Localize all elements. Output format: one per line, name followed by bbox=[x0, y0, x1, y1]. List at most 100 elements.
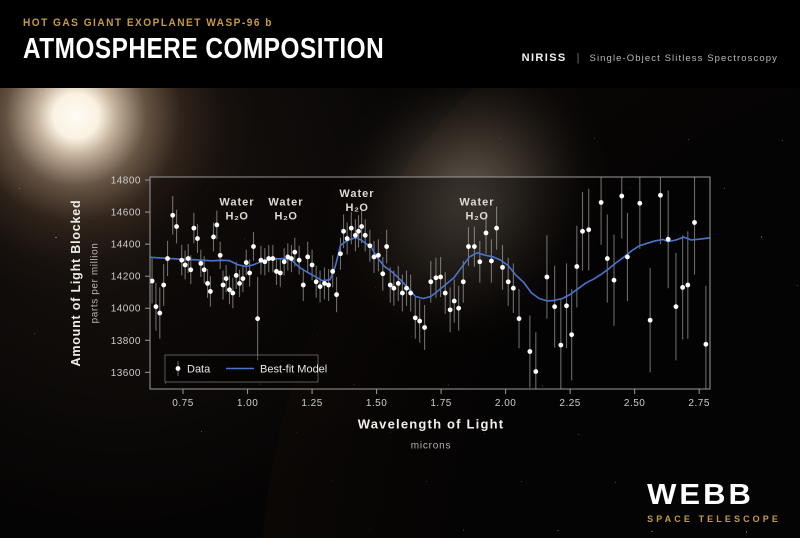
svg-text:2.25: 2.25 bbox=[559, 398, 580, 409]
data-point bbox=[201, 267, 207, 273]
star-speck bbox=[243, 238, 246, 240]
data-point bbox=[471, 244, 477, 249]
svg-text:14200: 14200 bbox=[111, 272, 141, 283]
data-point bbox=[150, 278, 155, 284]
spectrum-chart: 0.75 1.00 1.25 1.50 1.75 2.00 2.25 2.50 2.75 1480… bbox=[60, 170, 760, 410]
data-point bbox=[300, 282, 306, 288]
y-axis-units: parts per million bbox=[89, 242, 101, 324]
data-point bbox=[433, 275, 439, 281]
svg-text:1.00: 1.00 bbox=[237, 398, 258, 409]
data-point bbox=[344, 236, 350, 241]
star-speck bbox=[520, 481, 522, 483]
data-point bbox=[281, 259, 287, 265]
data-point bbox=[356, 228, 361, 234]
star-speck bbox=[614, 482, 616, 484]
data-point bbox=[179, 257, 185, 263]
data-point bbox=[266, 256, 272, 261]
data-point bbox=[586, 227, 592, 233]
data-point bbox=[338, 251, 343, 257]
data-point bbox=[442, 290, 448, 296]
data-point bbox=[673, 304, 679, 310]
data-point bbox=[217, 252, 223, 258]
divider: | bbox=[576, 52, 580, 64]
data-point bbox=[637, 200, 643, 206]
data-point bbox=[395, 281, 401, 286]
data-point bbox=[489, 258, 494, 264]
instrument-name: NIRISS bbox=[521, 52, 567, 64]
data-series bbox=[150, 177, 710, 389]
data-point bbox=[685, 282, 691, 288]
star-speck bbox=[709, 482, 711, 484]
data-point bbox=[380, 271, 386, 277]
svg-text:1.75: 1.75 bbox=[430, 398, 451, 409]
star-speck bbox=[760, 236, 763, 238]
page-title: ATMOSPHERE COMPOSITION bbox=[23, 33, 385, 65]
plot-frame bbox=[149, 176, 711, 390]
data-point bbox=[580, 228, 585, 234]
data-point bbox=[438, 274, 443, 280]
data-point bbox=[619, 193, 625, 199]
data-point bbox=[195, 236, 200, 241]
data-point bbox=[191, 225, 197, 231]
star-speck bbox=[76, 140, 78, 142]
data-point bbox=[574, 264, 580, 269]
data-point bbox=[703, 341, 709, 347]
data-point bbox=[207, 289, 213, 294]
data-point bbox=[277, 270, 283, 276]
kicker-title: HOT GAS GIANT EXOPLANET WASP-96 b bbox=[23, 17, 273, 29]
star-speck bbox=[164, 382, 167, 384]
data-point bbox=[564, 303, 569, 309]
data-point bbox=[552, 304, 558, 310]
star-speck bbox=[578, 433, 580, 435]
data-point bbox=[483, 230, 489, 236]
data-point bbox=[274, 268, 279, 274]
star-speck bbox=[368, 528, 371, 531]
x-axis-units: microns bbox=[410, 440, 452, 452]
legend-data-marker bbox=[175, 366, 181, 371]
data-point bbox=[348, 225, 354, 231]
data-point bbox=[296, 257, 302, 263]
data-point bbox=[362, 232, 368, 238]
data-point bbox=[412, 315, 418, 321]
data-point bbox=[227, 287, 232, 293]
legend: Data Best-fit Model bbox=[164, 354, 327, 383]
data-point bbox=[353, 232, 358, 238]
data-point bbox=[233, 272, 239, 278]
star-speck bbox=[651, 530, 653, 533]
svg-text:14400: 14400 bbox=[111, 240, 141, 251]
data-point bbox=[270, 256, 276, 261]
star-speck bbox=[630, 186, 632, 188]
data-point bbox=[251, 244, 256, 249]
data-point bbox=[408, 290, 414, 296]
star-speck bbox=[745, 531, 748, 533]
water-formula: H₂O bbox=[346, 202, 369, 214]
data-point bbox=[292, 249, 298, 255]
data-point bbox=[510, 285, 516, 291]
data-point bbox=[157, 310, 163, 316]
data-point bbox=[313, 279, 319, 285]
data-point bbox=[558, 342, 564, 348]
webb-logo: WEBB SPACE TELESCOPE bbox=[647, 480, 781, 524]
data-point bbox=[359, 224, 365, 229]
data-point bbox=[243, 260, 249, 265]
x-axis: 0.75 1.00 1.25 1.50 1.75 2.00 2.25 2.50 2.75 bbox=[172, 389, 709, 409]
data-point bbox=[387, 282, 393, 288]
star-speck bbox=[447, 384, 450, 386]
instrument-mode: Single-Object Slitless Spectroscopy bbox=[589, 53, 778, 64]
data-point bbox=[460, 279, 466, 285]
data-point bbox=[237, 281, 242, 286]
data-point bbox=[375, 252, 381, 258]
svg-text:2.75: 2.75 bbox=[688, 398, 709, 409]
data-point bbox=[240, 276, 246, 281]
data-point bbox=[665, 236, 671, 242]
y-axis-title: Amount of Light Blocked bbox=[69, 199, 83, 367]
star-speck bbox=[207, 189, 209, 191]
data-point bbox=[198, 260, 204, 266]
star-speck bbox=[295, 431, 297, 433]
data-point bbox=[658, 192, 663, 198]
star-speck bbox=[113, 189, 114, 190]
data-point bbox=[322, 281, 327, 286]
star-speck bbox=[316, 335, 318, 337]
